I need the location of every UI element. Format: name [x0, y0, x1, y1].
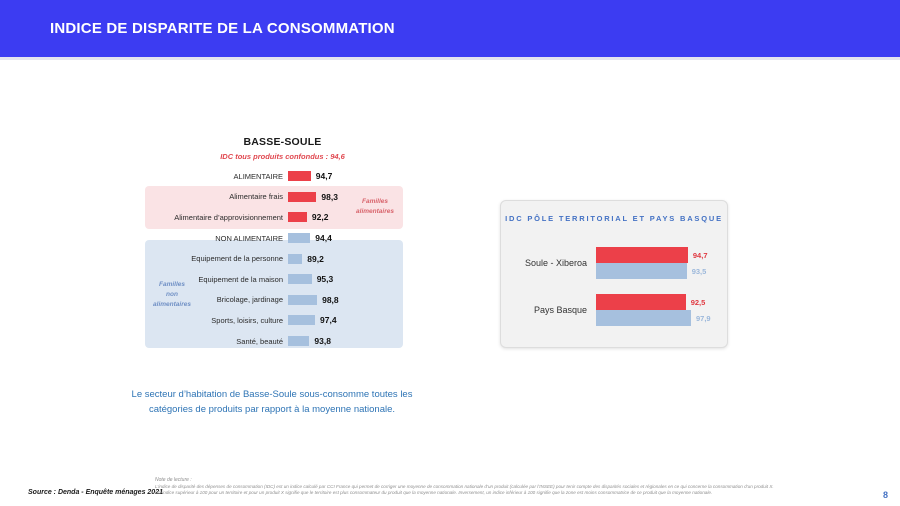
red-bar	[596, 294, 686, 310]
reading-note-line1: L’indice de disparité des dépenses de co…	[155, 483, 774, 489]
bar-value: 94,7	[315, 171, 333, 182]
blue-bar-value: 97,9	[696, 313, 711, 323]
row-label: ALIMENTAIRE	[233, 171, 283, 181]
chart-row: Bricolage, jardinage 98,8	[145, 290, 403, 311]
page-number: 8	[882, 490, 888, 500]
basse-soule-chart-subtitle: IDC tous produits confondus : 94,6	[220, 152, 345, 161]
chart-row: ALIMENTAIRE 94,7	[145, 166, 403, 187]
chart-row: Alimentaire frais 98,3	[145, 187, 403, 208]
blue-bar	[596, 310, 691, 326]
source-text: Source : Denda - Enquête ménages 2021	[28, 489, 163, 496]
bar-value: 89,2	[307, 253, 324, 264]
row-label: Santé, beauté	[236, 336, 283, 346]
reading-note-title: Note de lecture :	[155, 477, 192, 483]
idc-groups: Soule - Xiberoa 94,7 93,5 Pays Basque	[501, 247, 727, 341]
chart-row: NON ALIMENTAIRE 94,4	[145, 228, 403, 249]
idc-group-pays-basque: Pays Basque 92,5 97,9	[501, 294, 727, 326]
chart-row: Santé, beauté 93,8	[145, 331, 403, 352]
chart-row: Alimentaire d’approvisionnement 92,2	[145, 207, 403, 228]
page-title: INDICE DE DISPARITE DE LA CONSOMMATION	[50, 20, 395, 37]
category-label: Pays Basque	[533, 305, 587, 315]
red-bar	[596, 247, 688, 263]
idc-box-title: IDC PÔLE TERRITORIAL ET PAYS BASQUE	[505, 214, 723, 223]
chart-row: Equipement de la maison 95,3	[145, 269, 403, 290]
familles-alimentaires-box	[145, 186, 403, 229]
bar	[288, 336, 310, 347]
red-bar-value: 92,5	[690, 297, 706, 307]
bar-value: 95,3	[316, 274, 334, 285]
row-label: Sports, loisirs, culture	[211, 315, 283, 325]
bar-row: 92,5	[596, 294, 711, 310]
bar	[288, 294, 318, 305]
reading-note: Note de lecture : L’indice de disparité …	[155, 477, 871, 496]
bar-value: 98,3	[321, 191, 338, 202]
bar-row: 94,7	[596, 247, 708, 263]
insight-text: Le secteur d’habitation de Basse-Soule s…	[131, 389, 413, 415]
idc-bars: 92,5 97,9	[596, 294, 711, 326]
bar	[288, 315, 315, 326]
reading-note-line2: Un indice supérieur à 100 pour un territ…	[155, 489, 713, 495]
idc-bars: 94,7 93,5	[596, 247, 708, 279]
row-label: NON ALIMENTAIRE	[215, 233, 283, 243]
header-banner: INDICE DE DISPARITE DE LA CONSOMMATION	[0, 0, 900, 60]
familles-non-alimentaires-box	[145, 240, 403, 348]
bar	[288, 212, 307, 223]
bar	[288, 191, 317, 202]
bar	[288, 233, 311, 244]
bar-value: 97,4	[320, 315, 337, 326]
bar-value: 94,4	[315, 233, 332, 244]
bar-row: 97,9	[596, 310, 711, 326]
bar	[288, 253, 303, 264]
bar-value: 92,2	[311, 212, 329, 223]
basse-soule-chart-title: BASSE-SOULE	[243, 136, 322, 148]
row-label: Equipement de la personne	[191, 254, 283, 264]
red-bar-value: 94,7	[692, 250, 708, 260]
bar-value: 98,8	[322, 294, 339, 305]
row-label: Equipement de la maison	[198, 274, 283, 284]
chart-row: Equipement de la personne 89,2	[145, 248, 403, 269]
bar-value: 93,8	[314, 336, 331, 347]
idc-group-soule-xiberoa: Soule - Xiberoa 94,7 93,5	[501, 247, 727, 279]
bar	[288, 171, 311, 182]
basse-soule-chart-rows: ALIMENTAIRE 94,7 Alimentaire frais 98,3 …	[145, 166, 403, 351]
row-label: Alimentaire d’approvisionnement	[174, 212, 283, 222]
chart-row: Sports, loisirs, culture 97,4	[145, 310, 403, 331]
blue-bar-value: 93,5	[691, 266, 707, 276]
category-label: Soule - Xiberoa	[524, 258, 587, 268]
annotation-familles-non-alimentaires: Familles non alimentaires	[153, 281, 191, 308]
blue-bar	[596, 263, 687, 279]
row-label: Alimentaire frais	[229, 192, 283, 202]
bar-row: 93,5	[596, 263, 708, 279]
annotation-familles-alimentaires: Familles alimentaires	[356, 198, 394, 215]
row-label: Bricolage, jardinage	[216, 295, 283, 305]
bar	[288, 274, 312, 285]
idc-comparison-box: IDC PÔLE TERRITORIAL ET PAYS BASQUE Soul…	[500, 200, 728, 348]
